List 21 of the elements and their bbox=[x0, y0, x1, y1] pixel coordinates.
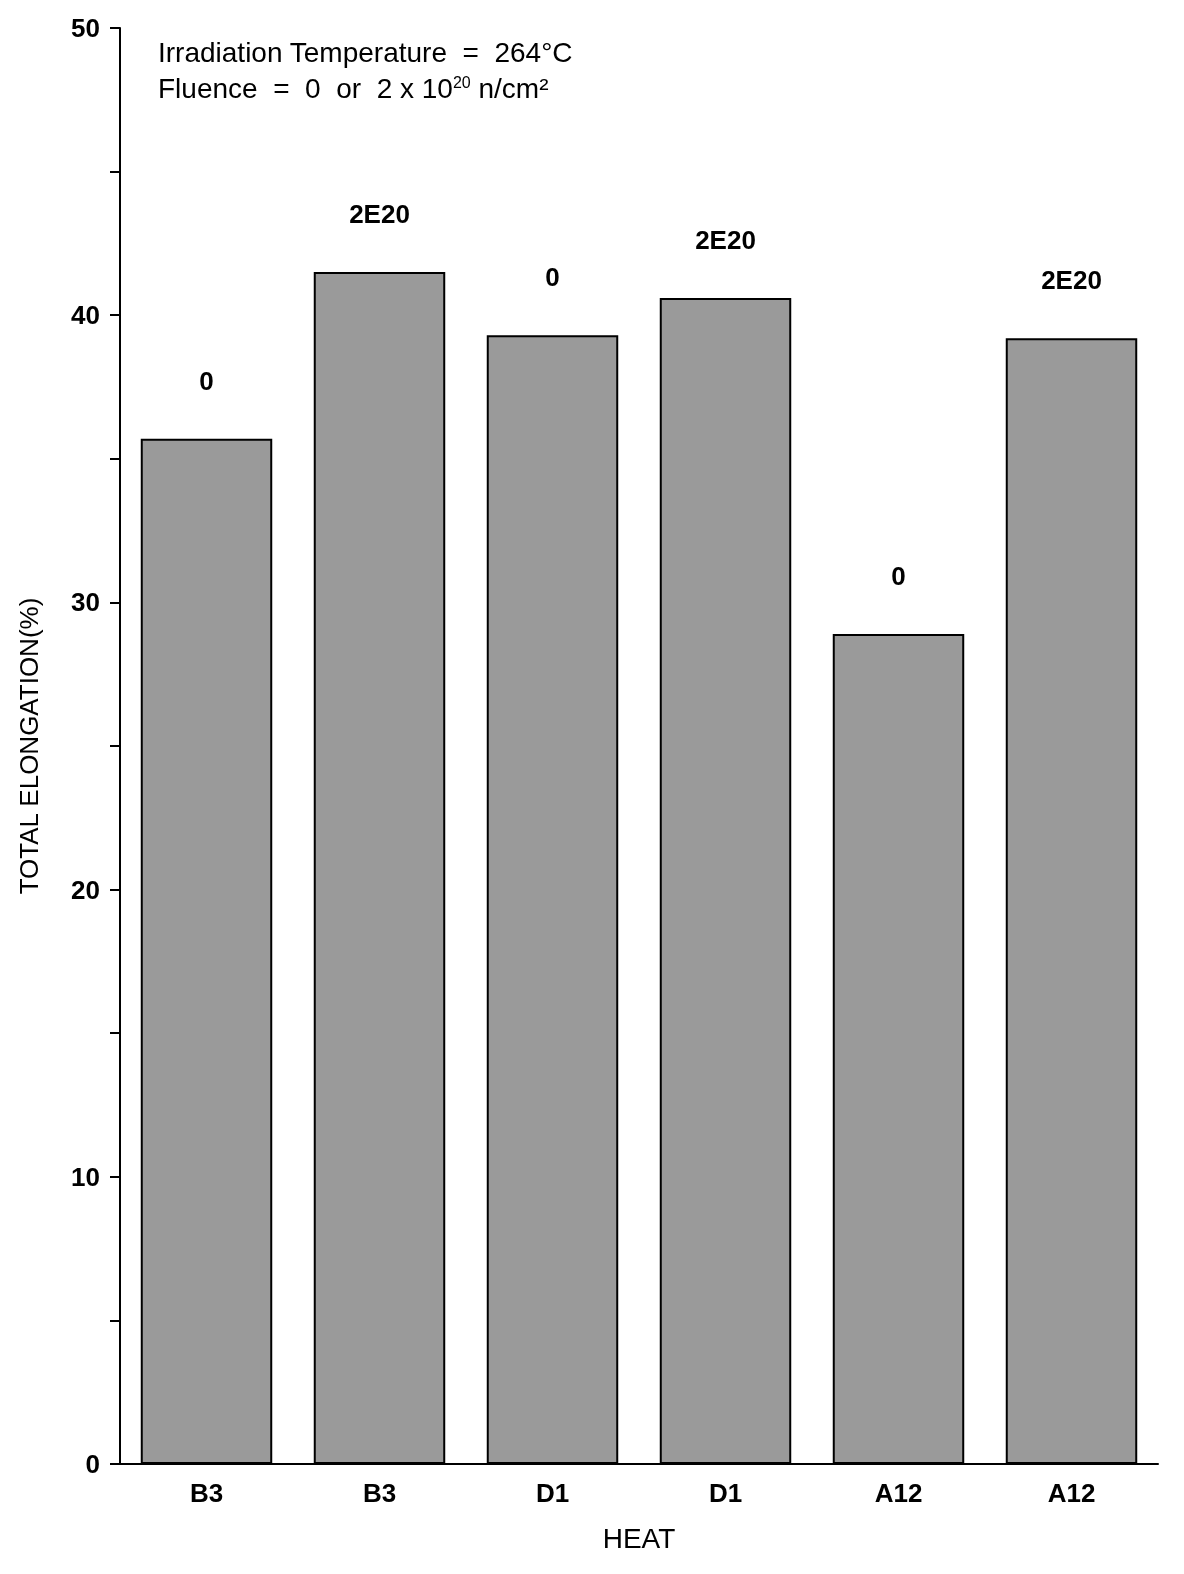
series-label: 0 bbox=[199, 365, 214, 396]
x-tick-label: B3 bbox=[189, 1478, 224, 1508]
x-tick-label: B3 bbox=[362, 1478, 397, 1508]
series-label: 2E20 bbox=[349, 199, 410, 230]
y-tick-label: 10 bbox=[71, 1161, 100, 1192]
x-tick-label: A12 bbox=[874, 1478, 923, 1508]
y-tick-label: 30 bbox=[71, 587, 100, 618]
text: 0 bbox=[891, 560, 906, 591]
text: 0 bbox=[545, 262, 560, 293]
y-tick-label: 50 bbox=[71, 13, 100, 43]
text: 2E20 bbox=[1041, 265, 1102, 296]
x-axis-title: HEAT bbox=[602, 1522, 676, 1554]
x-tick-label: A12 bbox=[1047, 1478, 1096, 1508]
x-tick-label: D1 bbox=[535, 1478, 570, 1508]
y-tick-label: 0 bbox=[85, 1449, 100, 1479]
y-tick-label: 20 bbox=[71, 874, 100, 905]
text: 2E20 bbox=[695, 224, 756, 255]
y-axis-title: TOTAL ELONGATION(%) bbox=[14, 597, 44, 895]
x-tick-label: D1 bbox=[708, 1478, 743, 1508]
y-tick-label: 40 bbox=[71, 300, 100, 331]
annotation: Irradiation Temperature = 264°C bbox=[158, 36, 573, 68]
